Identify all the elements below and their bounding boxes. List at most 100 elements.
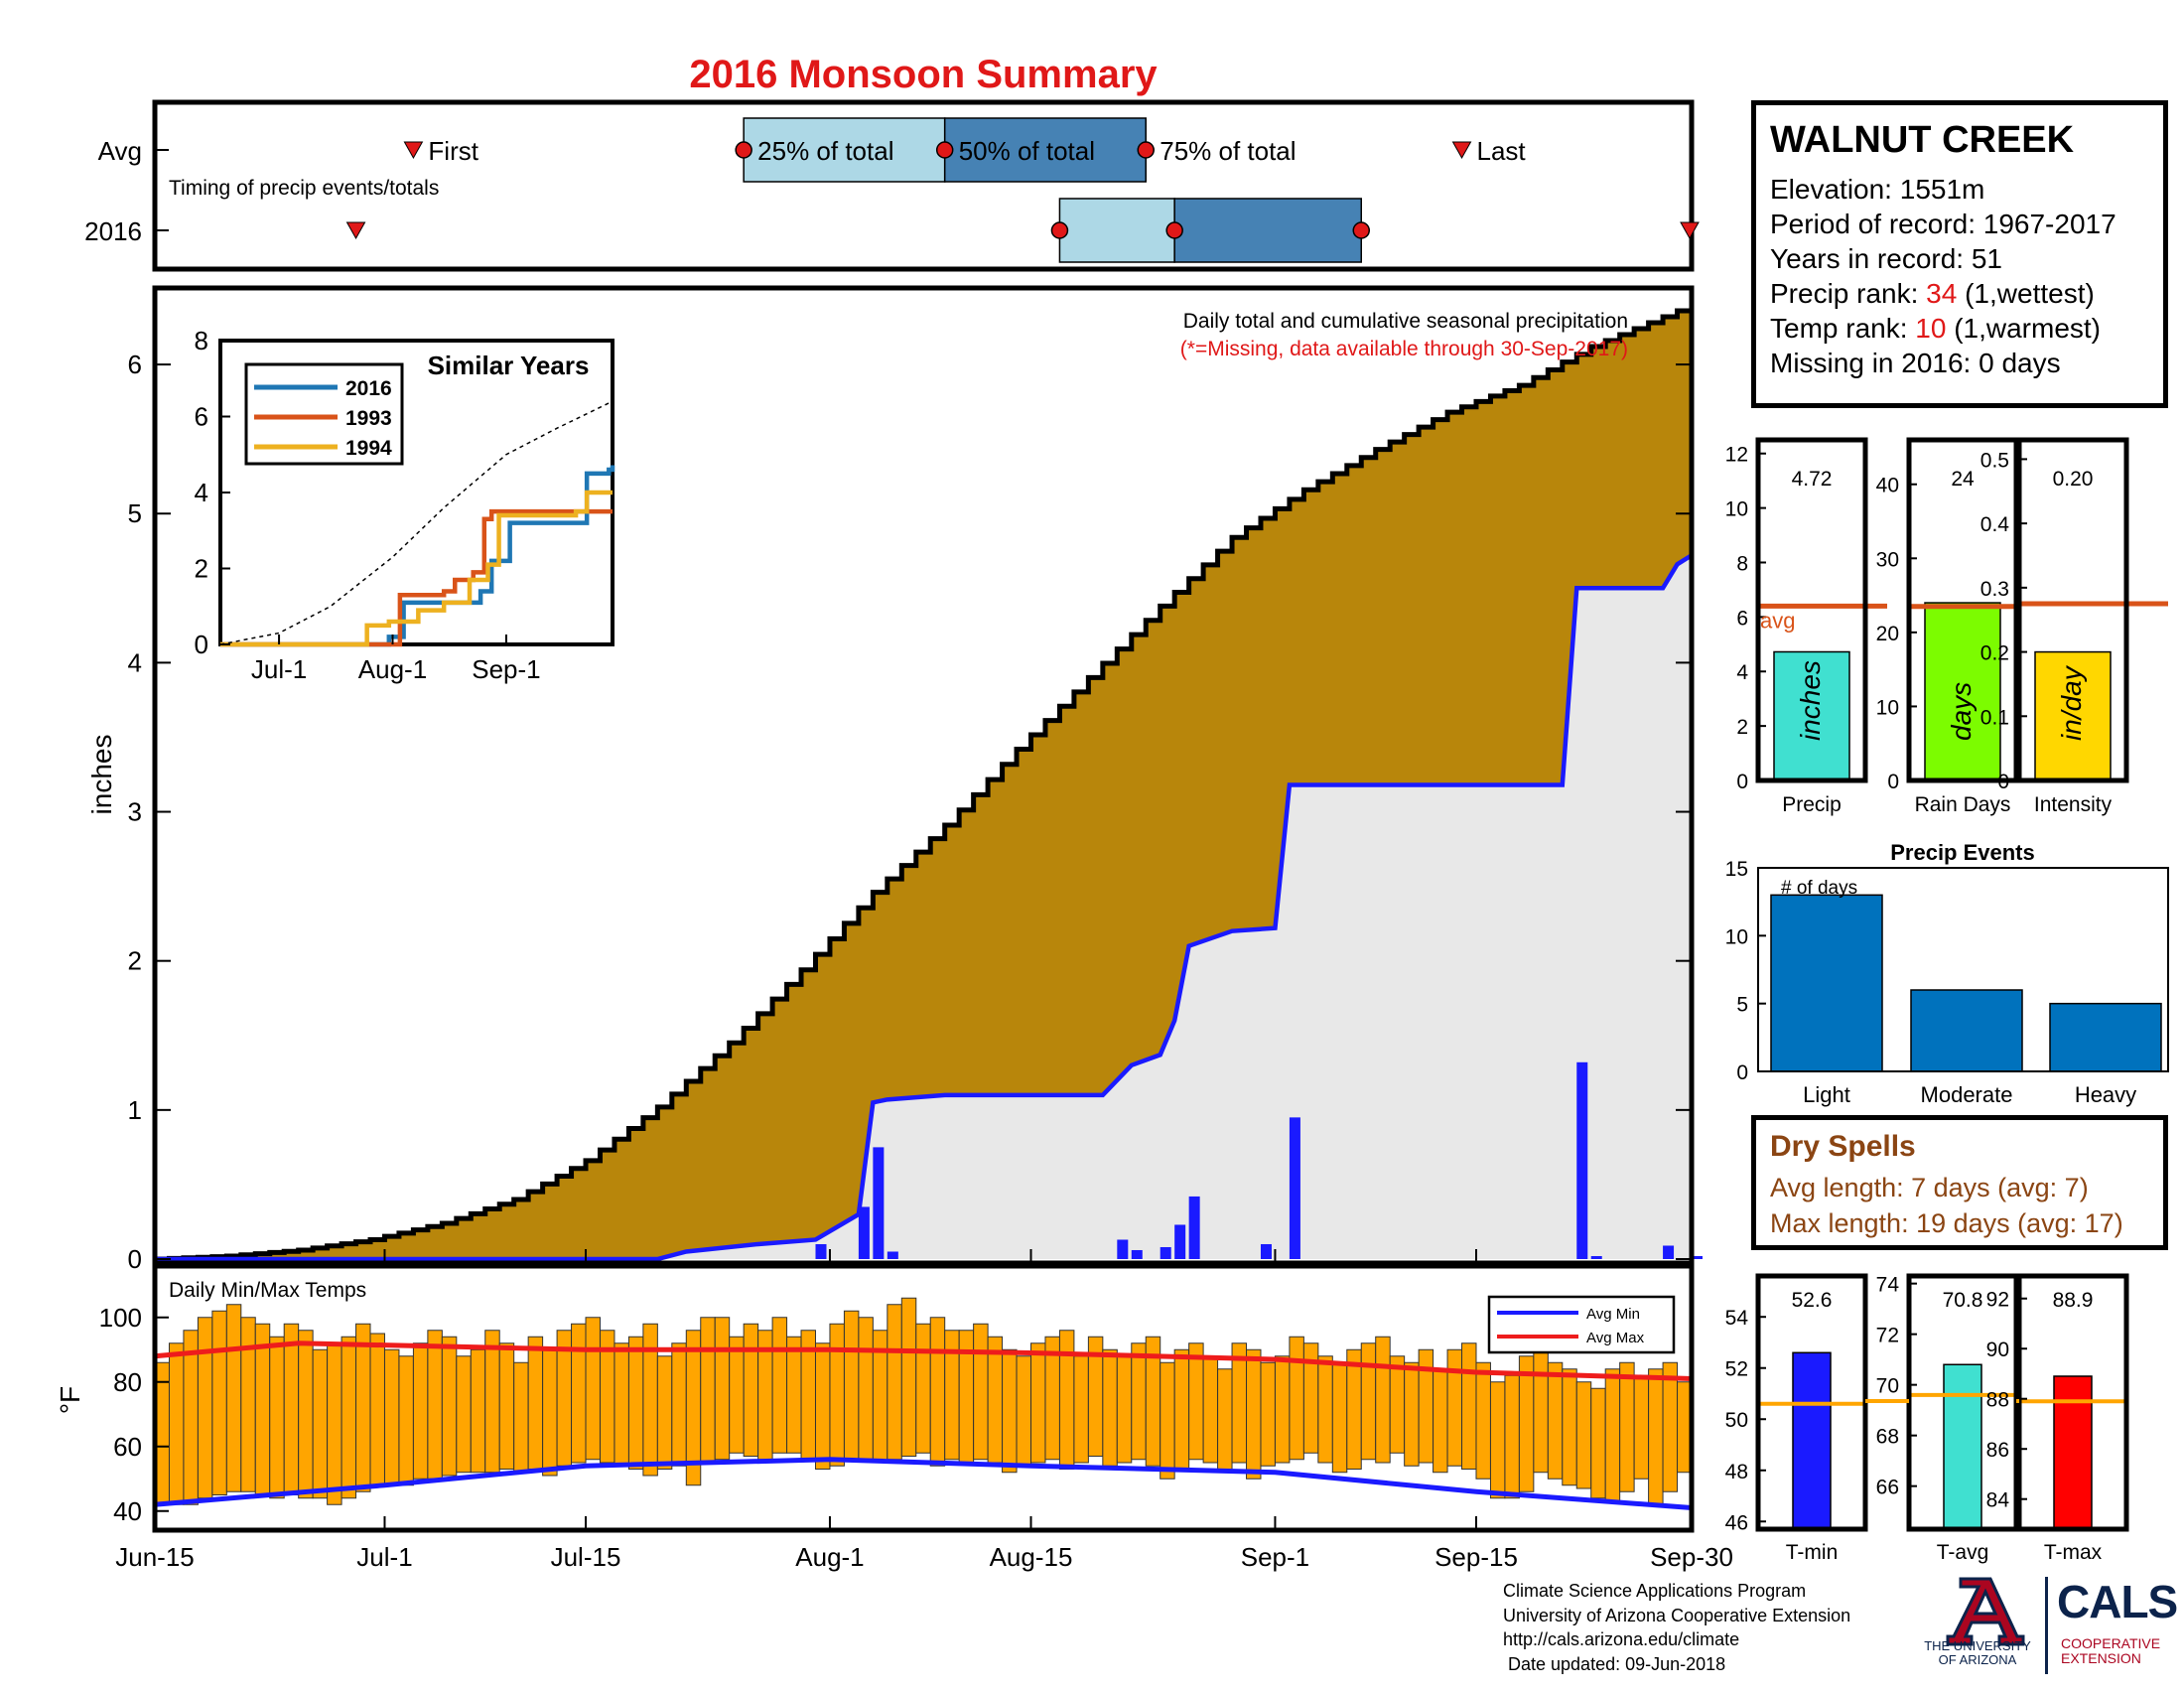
daily-precip-bar-6 — [1160, 1246, 1171, 1259]
daily-precip-bar-1 — [858, 1206, 870, 1259]
events-ylabel: # of days — [1781, 878, 1857, 899]
daily-temp-bar-14 — [355, 1323, 371, 1492]
mini-ytick-label-raindays-10: 10 — [1876, 696, 1899, 719]
temp-ytick-label-tavg-74: 74 — [1876, 1274, 1900, 1297]
inset-ytick-label-8: 8 — [195, 326, 208, 355]
mini-ytick-label-intensity-0.5: 0.5 — [1980, 449, 2009, 472]
daily-temp-bar-53 — [915, 1323, 931, 1454]
xtick-label-Aug-1: Aug-1 — [795, 1542, 864, 1572]
daily-temp-bar-98 — [1562, 1368, 1577, 1486]
daily-temp-bar-96 — [1533, 1342, 1549, 1474]
daily-temp-bar-103 — [1633, 1374, 1650, 1480]
events-xlabel-light: Light — [1803, 1082, 1850, 1107]
daily-temp-bar-19 — [427, 1330, 443, 1480]
daily-temp-bar-63 — [1058, 1330, 1075, 1470]
daily-temp-bar-82 — [1331, 1361, 1348, 1474]
inset-series-1994 — [220, 490, 613, 647]
temp-ytick-label-tmin-48: 48 — [1725, 1461, 1748, 1483]
timing-box-50-75-y2016 — [1173, 198, 1363, 263]
daily-temp-bar-46 — [814, 1342, 831, 1470]
daily-temp-bar-70 — [1160, 1361, 1175, 1480]
daily-temp-bar-30 — [585, 1317, 601, 1461]
daily-temp-bar-13 — [341, 1336, 357, 1499]
daily-temp-bar-73 — [1202, 1355, 1219, 1464]
main-legend-line-1: Daily total and cumulative seasonal prec… — [1183, 310, 1628, 333]
daily-temp-bar-93 — [1489, 1381, 1506, 1499]
xtick-label-Sep-30: Sep-30 — [1650, 1542, 1733, 1572]
ua-logo-line-2: OF ARIZONA — [1938, 1652, 2017, 1667]
events-ytick-label-0: 0 — [1736, 1061, 1748, 1084]
daily-temp-bar-81 — [1317, 1355, 1333, 1464]
page-title: 2016 Monsoon Summary — [689, 53, 1158, 96]
daily-temp-bar-83 — [1346, 1348, 1362, 1470]
mini-ytick-label-precip-12: 12 — [1725, 444, 1748, 467]
ua-a-logo-icon — [1946, 1577, 2025, 1646]
temp-ytick-label-tmin-54: 54 — [1725, 1307, 1749, 1330]
temp-rank-value: 10 — [1915, 313, 1947, 344]
mini-value-raindays: 24 — [1951, 468, 1975, 491]
daily-temp-bar-34 — [642, 1323, 658, 1477]
daily-temp-bar-25 — [513, 1361, 529, 1474]
daily-temp-bar-61 — [1030, 1342, 1046, 1464]
timing-pct-label-50: 50% of total — [959, 136, 1095, 166]
temp-label-tmin: T-min — [1786, 1541, 1839, 1564]
daily-temp-bar-87 — [1404, 1361, 1420, 1467]
daily-precip-bar-8 — [1188, 1196, 1200, 1259]
mini-value-intensity: 0.20 — [2053, 468, 2094, 491]
timing-first-label: First — [428, 136, 478, 166]
temp-value-tmax: 88.9 — [2053, 1289, 2094, 1312]
timing-last-marker-avg — [1451, 141, 1472, 160]
temp-bar-tmin — [1792, 1351, 1832, 1530]
mini-ytick-label-raindays-20: 20 — [1876, 623, 1899, 645]
mini-ytick-label-precip-0: 0 — [1736, 771, 1748, 793]
temp-ytick-label-tmin-46: 46 — [1725, 1511, 1748, 1534]
daily-temp-bar-102 — [1619, 1361, 1635, 1492]
daily-temp-bar-97 — [1547, 1361, 1564, 1480]
ua-logo-line-1: THE UNIVERSITY — [1924, 1638, 2031, 1653]
daily-precip-bar-4 — [1117, 1239, 1129, 1259]
xtick-label-Aug-15: Aug-15 — [990, 1542, 1073, 1572]
xtick-label-Sep-1: Sep-1 — [1241, 1542, 1309, 1572]
daily-temp-bar-5 — [225, 1304, 242, 1492]
events-bar-moderate — [1910, 989, 2023, 1072]
temp-ytick-label-tmax-86: 86 — [1986, 1439, 2009, 1462]
daily-temp-bar-9 — [283, 1323, 300, 1495]
temp-line-avg-min — [154, 1457, 1693, 1510]
timing-pct-marker-3-avg — [1137, 141, 1155, 159]
mini-ytick-label-raindays-40: 40 — [1876, 475, 1899, 497]
inset-title: Similar Years — [428, 351, 590, 380]
timing-caption: Timing of precip events/totals — [169, 177, 439, 200]
daily-temp-bar-33 — [627, 1336, 644, 1470]
daily-temp-bar-52 — [900, 1297, 917, 1457]
inset-legend-label-1993: 1993 — [345, 407, 392, 430]
coop-extension-text: COOPERATIVE EXTENSION — [2061, 1636, 2160, 1666]
daily-temp-bar-7 — [254, 1323, 271, 1495]
temps-legend-label-0: Avg Min — [1586, 1306, 1640, 1323]
mini-ytick-label-precip-8: 8 — [1736, 552, 1748, 575]
cals-logo-text: CALS — [2057, 1576, 2178, 1627]
daily-precip-bar-11 — [1576, 1061, 1588, 1259]
timing-first-marker-avg — [403, 141, 424, 160]
daily-temp-bar-101 — [1604, 1368, 1621, 1502]
daily-temp-bar-44 — [786, 1336, 802, 1454]
daily-temp-bar-20 — [441, 1336, 458, 1477]
daily-temp-bar-54 — [929, 1317, 946, 1467]
precip-rank-suffix: (1,wettest) — [1957, 278, 2095, 309]
inset-series-1993 — [220, 508, 613, 647]
mini-avg-label-precip: avg — [1760, 608, 1795, 633]
daily-precip-bar-2 — [873, 1147, 885, 1259]
credits-line-1: Climate Science Applications Program — [1503, 1581, 1807, 1601]
main-ytick-label-6: 6 — [128, 350, 142, 379]
temps-ytick-label-100: 100 — [99, 1303, 142, 1333]
daily-temp-bar-85 — [1375, 1336, 1391, 1464]
inset-series-2016 — [220, 465, 615, 647]
daily-temp-bar-51 — [887, 1304, 902, 1461]
mini-ytick-label-precip-6: 6 — [1736, 607, 1748, 630]
temp-ytick-label-tavg-72: 72 — [1876, 1325, 1899, 1347]
daily-temp-bar-48 — [843, 1310, 860, 1461]
daily-precip-bar-5 — [1131, 1249, 1143, 1259]
mini-ytick-label-intensity-0.3: 0.3 — [1980, 578, 2009, 601]
main-ytick-label-4: 4 — [128, 647, 142, 677]
daily-temp-bar-66 — [1102, 1348, 1118, 1467]
